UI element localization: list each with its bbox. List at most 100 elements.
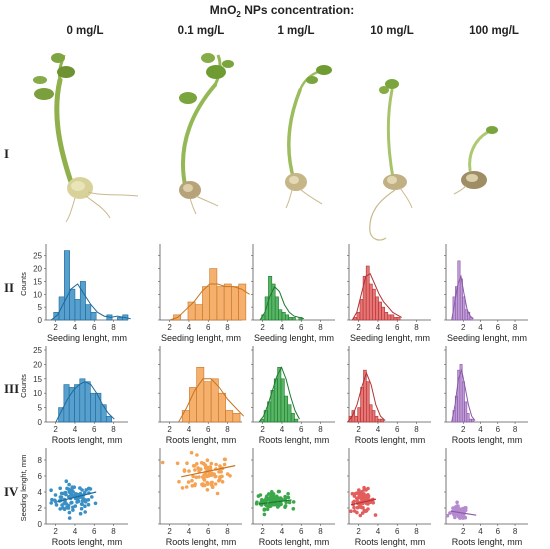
histogram-bar (69, 288, 76, 321)
scatter-point (70, 493, 74, 497)
seedling-photo-3 (369, 79, 413, 241)
histogram-bar (372, 288, 376, 321)
scatter-point (186, 480, 191, 484)
x-tick-label: 4 (478, 425, 483, 434)
row-label-I: I (4, 146, 9, 161)
x-tick-label: 4 (73, 425, 78, 434)
scatter-point (189, 450, 194, 455)
histogram-bar (377, 418, 382, 423)
y-tick-label: 15 (33, 277, 42, 286)
scatter-point (352, 505, 356, 510)
x-tick-label: 2 (167, 425, 172, 434)
histogram-bar (287, 404, 292, 423)
histogram-bar (264, 296, 269, 321)
histogram-bar (374, 415, 379, 423)
x-tick-label: 6 (496, 527, 501, 536)
histogram-bar (117, 317, 123, 321)
y-tick-label: 0 (38, 316, 43, 325)
scatter-point (222, 462, 227, 467)
scatter-point (218, 475, 222, 479)
scatter-point (59, 491, 64, 496)
histogram-bar (354, 415, 358, 423)
scatter-point (63, 491, 67, 496)
histogram-bar (457, 260, 461, 321)
histogram-bar (273, 378, 278, 423)
scatter-point (291, 500, 296, 504)
scatter-point (194, 475, 198, 480)
y-tick-label: 2 (38, 504, 43, 513)
histogram-bar (469, 317, 473, 321)
histogram-bar (462, 296, 466, 321)
scatter-point (455, 500, 459, 505)
scatter-point (452, 512, 457, 516)
scatter-point (79, 506, 84, 511)
histogram-bar (181, 410, 190, 423)
x-tick-label: 8 (111, 425, 116, 434)
scatter-point (205, 458, 210, 463)
x-tick-label: 2 (53, 527, 58, 536)
histogram-bar (387, 314, 392, 321)
row-III-xlabel: Roots lenght, mm (166, 435, 237, 445)
row-IV-ylabel: Seeding lenght, mm (19, 455, 28, 522)
histogram-bar (209, 268, 218, 321)
figure-title: MnO2 NPs concentration: (210, 3, 354, 19)
histogram-bar (280, 378, 285, 423)
scatter-point (358, 490, 363, 495)
x-tick-label: 2 (461, 425, 466, 434)
scatter-point (187, 469, 191, 473)
y-tick-label: 10 (33, 290, 42, 299)
density-curve (259, 285, 305, 321)
scatter-point (458, 516, 462, 520)
row-IV-xlabel: Roots lenght, mm (259, 537, 330, 547)
histogram-bar (79, 281, 86, 321)
x-tick-label: 8 (414, 425, 419, 434)
scatter-point (215, 491, 220, 496)
scatter-point (70, 488, 74, 492)
histogram-bar (393, 317, 398, 321)
histogram-bar (85, 304, 92, 321)
trend-line (181, 465, 236, 478)
scatter-point (83, 500, 88, 504)
scatter-point (210, 484, 215, 489)
scatter-point (53, 498, 57, 503)
histogram-bar (202, 286, 210, 321)
histogram-bar (95, 392, 102, 423)
conc-label-1: 0.1 mg/L (178, 25, 225, 37)
row-IV-xlabel: Roots lenght, mm (452, 537, 523, 547)
scatter-point (78, 491, 83, 496)
conc-label-0: 0 mg/L (66, 25, 103, 37)
scatter-point (283, 505, 287, 510)
histogram-bar (390, 314, 395, 321)
scatter-point (175, 461, 180, 466)
histogram-bar (356, 311, 361, 321)
scatter-point (209, 461, 214, 466)
row-II-ylabel: Counts (19, 272, 28, 296)
x-tick-label: 4 (280, 425, 285, 434)
scatter-point (61, 506, 65, 510)
row-II-xlabel: Seeding lenght, mm (447, 333, 527, 343)
conc-label-3: 10 mg/L (370, 25, 413, 37)
x-tick-label: 2 (356, 527, 361, 536)
scatter-point (287, 500, 292, 505)
scatter-point (284, 495, 288, 500)
histogram-bar (371, 410, 376, 423)
x-tick-label: 4 (376, 323, 381, 332)
histogram-bar (378, 301, 382, 321)
scatter-point (277, 489, 282, 494)
trend-line (57, 491, 97, 503)
x-tick-label: 8 (318, 323, 323, 332)
row-III-ylabel: Counts (19, 374, 28, 398)
scatter-point (160, 460, 165, 465)
x-tick-label: 4 (376, 527, 381, 536)
density-curve (451, 274, 474, 321)
histogram-bar (232, 413, 241, 423)
scatter-point (79, 502, 84, 506)
scatter-point (206, 465, 210, 470)
histogram-bar (461, 381, 465, 423)
row-label-II: II (4, 280, 14, 295)
